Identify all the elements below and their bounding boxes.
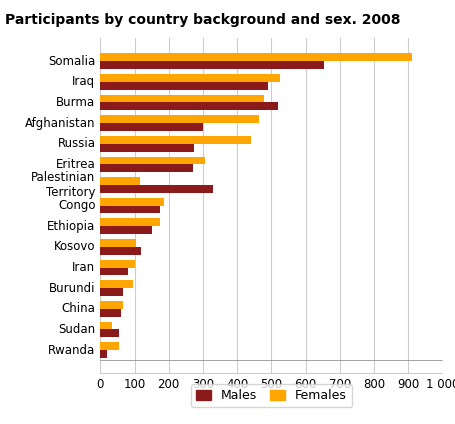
Bar [100,226,152,234]
Bar [100,177,139,185]
Bar [100,144,194,152]
Bar [100,218,160,226]
Bar [100,268,127,275]
Bar [100,206,160,213]
Bar [100,280,132,288]
Bar [100,53,411,61]
Bar [100,165,192,172]
Bar [100,259,134,268]
Bar [100,288,122,296]
Text: Participants by country background and sex. 2008: Participants by country background and s… [5,13,399,27]
Bar [100,123,202,131]
Bar [100,95,264,103]
Bar [100,136,250,144]
Bar [100,247,141,255]
Bar [100,156,204,165]
Bar [100,103,278,110]
Bar [100,74,279,82]
Bar [100,198,163,206]
Bar [100,342,119,350]
Bar [100,115,259,123]
Bar [100,350,107,358]
Legend: Males, Females: Males, Females [191,384,351,407]
Bar [100,239,136,247]
Bar [100,82,268,90]
Bar [100,321,112,329]
Bar [100,185,213,193]
Bar [100,61,324,69]
Bar [100,329,119,337]
Bar [100,301,122,309]
Bar [100,309,121,317]
